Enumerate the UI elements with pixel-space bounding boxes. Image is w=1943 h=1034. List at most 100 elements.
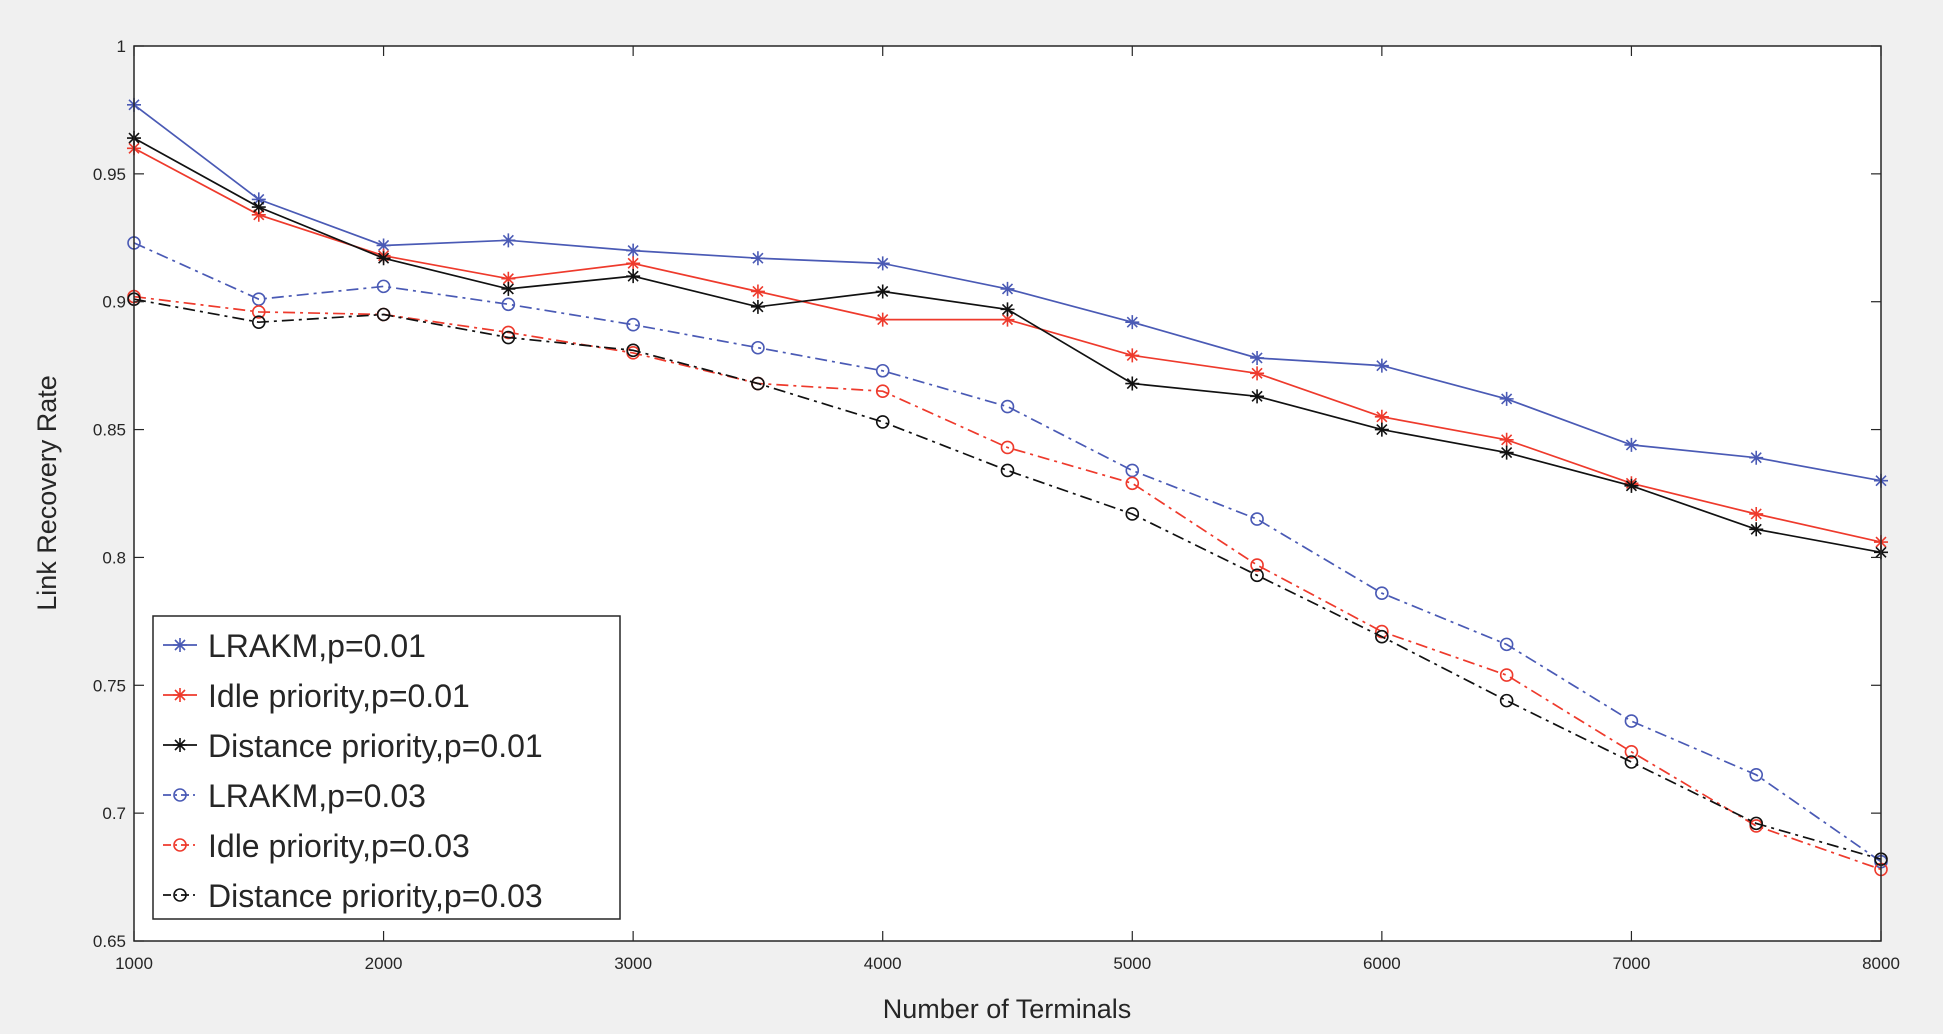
series-1-point-7 xyxy=(1000,312,1015,327)
x-tick-label-7: 8000 xyxy=(1862,954,1900,973)
y-tick-label-2: 0.75 xyxy=(93,676,126,695)
series-5-point-10 xyxy=(1375,629,1389,644)
legend-box xyxy=(152,615,621,920)
series-2-point-5 xyxy=(750,299,765,314)
legend-marker-3 xyxy=(173,788,187,802)
series-1-point-6 xyxy=(875,312,890,327)
series-1-point-10 xyxy=(1374,409,1389,424)
series-4-point-11 xyxy=(1499,668,1514,682)
series-0-point-7 xyxy=(1000,281,1015,296)
legend-label-0: LRAKM,p=0.01 xyxy=(208,628,426,664)
y-tick-label-4: 0.85 xyxy=(93,421,126,440)
series-5-point-2 xyxy=(376,307,391,322)
series-3-point-3 xyxy=(501,297,516,312)
series-1-point-1 xyxy=(251,207,266,222)
axes-layer: 1000 2000 3000 4000 5000 6000 7000 8000 0.65 0.7 0… xyxy=(93,37,1900,973)
x-tick-label-4: 5000 xyxy=(1113,954,1151,973)
legend-marker-5 xyxy=(173,888,187,902)
series-0-point-8 xyxy=(1125,315,1140,330)
series-2-point-9 xyxy=(1250,389,1265,404)
series-2-point-11 xyxy=(1499,445,1514,460)
x-axis-label: Number of Terminals xyxy=(883,994,1132,1024)
legend-marker-2 xyxy=(173,738,187,752)
series-5-point-7 xyxy=(1000,463,1015,478)
series-2-point-7 xyxy=(1000,302,1015,317)
series-4-point-1 xyxy=(251,305,266,319)
series-0-point-12 xyxy=(1624,437,1639,452)
x-tick-label-2: 3000 xyxy=(614,954,652,973)
x-tick-label-1: 2000 xyxy=(365,954,403,973)
series-0-point-3 xyxy=(501,233,516,248)
y-tick-label-6: 0.95 xyxy=(93,165,126,184)
series-2-point-10 xyxy=(1374,422,1389,437)
series-3-point-2 xyxy=(376,279,391,294)
series-line-5 xyxy=(133,298,1882,861)
series-1-point-11 xyxy=(1499,432,1514,447)
y-tick-label-0: 0.65 xyxy=(93,932,126,951)
series-2-point-3 xyxy=(501,281,516,296)
series-2-point-13 xyxy=(1749,522,1764,537)
series-2-point-4 xyxy=(626,269,641,284)
series-0-point-2 xyxy=(376,238,391,253)
series-5-point-5 xyxy=(751,376,765,391)
legend-entry-2: Distance priority,p=0.01 xyxy=(163,728,543,764)
series-2-point-6 xyxy=(875,284,890,299)
series-5-point-9 xyxy=(1250,568,1264,583)
y-tick-label-3: 0.8 xyxy=(102,548,126,567)
x-tick-label-3: 4000 xyxy=(864,954,902,973)
series-3-point-7 xyxy=(1000,399,1015,414)
legend-label-1: Idle priority,p=0.01 xyxy=(208,678,470,714)
legend-entry-0: LRAKM,p=0.01 xyxy=(163,628,426,664)
series-2-point-12 xyxy=(1624,478,1639,493)
series-1-point-4 xyxy=(626,256,641,271)
x-tick-label-5: 6000 xyxy=(1363,954,1401,973)
series-1-point-9 xyxy=(1250,366,1265,381)
series-3-point-4 xyxy=(626,317,640,332)
series-3-point-5 xyxy=(751,340,765,355)
x-tick-label-0: 1000 xyxy=(115,954,153,973)
legend-label-2: Distance priority,p=0.01 xyxy=(208,728,543,764)
series-0-point-4 xyxy=(626,243,641,258)
legend-marker-4 xyxy=(173,838,187,852)
series-3-point-10 xyxy=(1375,586,1389,601)
series-4-point-3 xyxy=(501,325,516,340)
series-2-point-1 xyxy=(251,200,266,215)
series-1-point-3 xyxy=(501,271,516,286)
series-3-point-6 xyxy=(875,363,890,378)
legend-marker-1 xyxy=(173,688,187,702)
series-5-point-1 xyxy=(251,315,266,329)
series-4-point-8 xyxy=(1125,476,1140,491)
series-5-point-6 xyxy=(875,415,890,429)
legend: LRAKM,p=0.01 Idle priority,p=0.01 Distance… xyxy=(152,615,621,920)
series-3-point-9 xyxy=(1250,512,1264,526)
series-5-point-8 xyxy=(1125,507,1140,521)
series-4-point-9 xyxy=(1250,558,1264,572)
series-5-point-13 xyxy=(1749,816,1764,831)
legend-entry-5: Distance priority,p=0.03 xyxy=(163,878,543,914)
series-2-point-2 xyxy=(376,251,391,266)
y-tick-label-7: 1 xyxy=(117,37,126,56)
legend-label-4: Idle priority,p=0.03 xyxy=(208,828,470,864)
series-3 xyxy=(127,236,1888,869)
legend-marker-0 xyxy=(173,638,187,652)
series-3-point-11 xyxy=(1499,637,1514,652)
series-0-point-1 xyxy=(251,192,266,207)
series-0-point-13 xyxy=(1749,450,1764,465)
series-0-point-5 xyxy=(750,251,765,266)
series-3-point-12 xyxy=(1624,714,1639,728)
series-4-point-6 xyxy=(875,384,890,399)
y-tick-label-1: 0.7 xyxy=(102,804,126,823)
series-2-point-8 xyxy=(1125,376,1140,391)
series-5-point-11 xyxy=(1499,693,1514,708)
series-1-point-13 xyxy=(1749,506,1764,521)
series-4-point-12 xyxy=(1624,744,1639,759)
series-0-point-11 xyxy=(1499,391,1514,406)
legend-label-3: LRAKM,p=0.03 xyxy=(208,778,426,814)
series-0-point-10 xyxy=(1374,358,1389,373)
series-3-point-13 xyxy=(1749,767,1764,782)
series-line-4 xyxy=(133,295,1882,871)
x-tick-label-6: 7000 xyxy=(1613,954,1651,973)
legend-entry-1: Idle priority,p=0.01 xyxy=(163,678,470,714)
legend-entry-4: Idle priority,p=0.03 xyxy=(163,828,470,864)
